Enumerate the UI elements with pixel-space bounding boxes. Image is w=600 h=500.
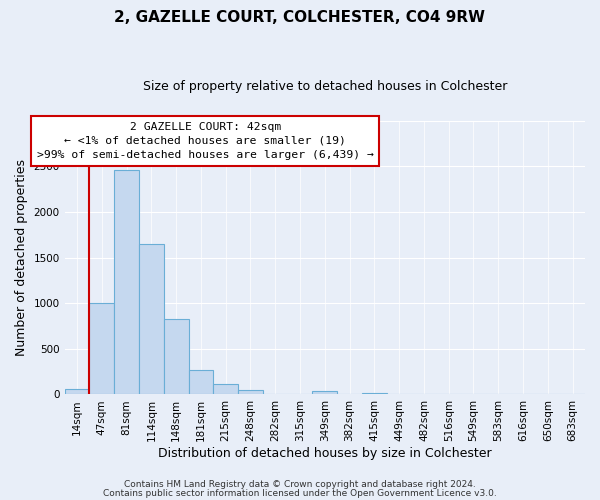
- Text: 2 GAZELLE COURT: 42sqm
← <1% of detached houses are smaller (19)
>99% of semi-de: 2 GAZELLE COURT: 42sqm ← <1% of detached…: [37, 122, 374, 160]
- Bar: [188, 370, 214, 394]
- Bar: [362, 392, 387, 394]
- Text: Contains HM Land Registry data © Crown copyright and database right 2024.: Contains HM Land Registry data © Crown c…: [124, 480, 476, 489]
- Bar: [238, 390, 263, 394]
- X-axis label: Distribution of detached houses by size in Colchester: Distribution of detached houses by size …: [158, 447, 491, 460]
- Bar: [214, 384, 238, 394]
- Bar: [139, 244, 164, 394]
- Text: Contains public sector information licensed under the Open Government Licence v3: Contains public sector information licen…: [103, 488, 497, 498]
- Title: Size of property relative to detached houses in Colchester: Size of property relative to detached ho…: [143, 80, 507, 93]
- Bar: [65, 390, 89, 394]
- Bar: [164, 318, 188, 394]
- Text: 2, GAZELLE COURT, COLCHESTER, CO4 9RW: 2, GAZELLE COURT, COLCHESTER, CO4 9RW: [115, 10, 485, 25]
- Bar: [89, 303, 114, 394]
- Bar: [313, 392, 337, 394]
- Y-axis label: Number of detached properties: Number of detached properties: [15, 159, 28, 356]
- Bar: [114, 170, 139, 394]
